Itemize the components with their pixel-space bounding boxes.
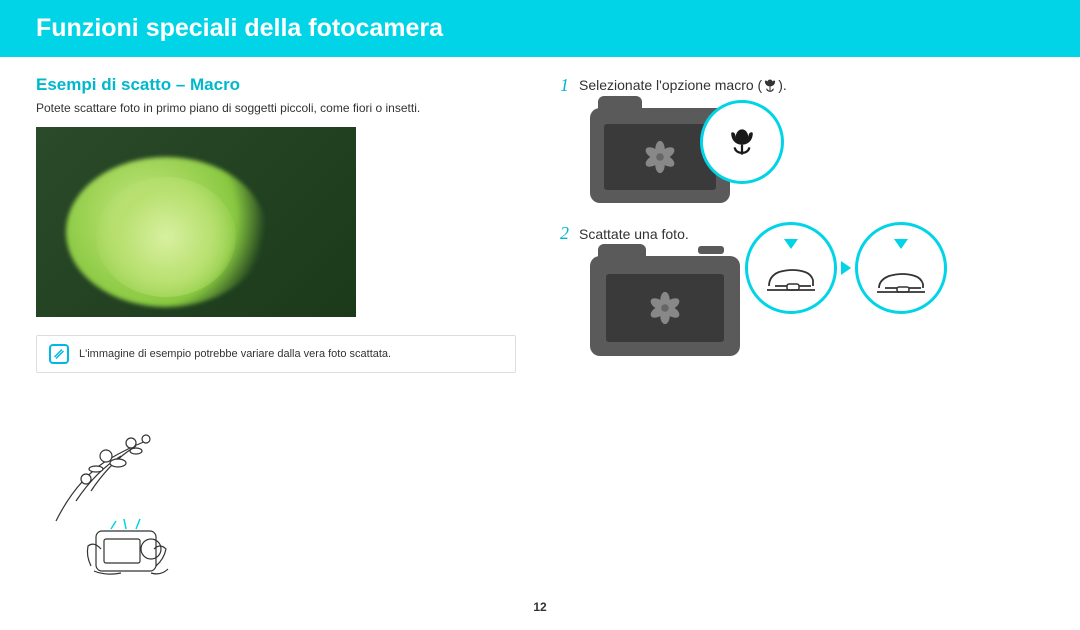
right-column: 1 Selezionate l'opzione macro (). bbox=[560, 75, 1044, 581]
press-sequence bbox=[745, 222, 947, 314]
tulip-icon bbox=[762, 78, 778, 94]
left-column: Esempi di scatto – Macro Potete scattare… bbox=[36, 75, 520, 581]
macro-badge bbox=[700, 100, 784, 184]
sketch-illustration bbox=[36, 401, 236, 581]
step-1-line: 1 Selezionate l'opzione macro (). bbox=[560, 75, 1044, 96]
step-1-number: 1 bbox=[560, 75, 569, 96]
camera-icon bbox=[590, 256, 740, 356]
step-2-text: Scattate una foto. bbox=[579, 226, 689, 242]
step-2-diagram bbox=[590, 256, 1044, 356]
finger-icon bbox=[871, 256, 931, 296]
page-number: 12 bbox=[533, 600, 546, 614]
step-1-text: Selezionate l'opzione macro (). bbox=[579, 77, 787, 94]
note-icon bbox=[49, 344, 69, 364]
step-1-diagram bbox=[590, 108, 1044, 203]
page-header: Funzioni speciali della fotocamera bbox=[0, 0, 1080, 57]
flower-icon bbox=[641, 138, 679, 176]
tulip-icon bbox=[724, 124, 760, 160]
step-1: 1 Selezionate l'opzione macro (). bbox=[560, 75, 1044, 203]
step-2: 2 Scattate una foto. bbox=[560, 223, 1044, 356]
camera-screen bbox=[604, 124, 716, 190]
finger-icon bbox=[761, 256, 821, 296]
arrow-down-icon bbox=[894, 239, 908, 249]
note-text: L'immagine di esempio potrebbe variare d… bbox=[79, 348, 391, 360]
note-box: L'immagine di esempio potrebbe variare d… bbox=[36, 335, 516, 373]
arrow-down-icon bbox=[784, 239, 798, 249]
step-2-number: 2 bbox=[560, 223, 569, 244]
half-press-icon bbox=[745, 222, 837, 314]
arrow-right-icon bbox=[841, 261, 851, 275]
section-description: Potete scattare foto in primo piano di s… bbox=[36, 101, 520, 115]
content-area: Esempi di scatto – Macro Potete scattare… bbox=[0, 57, 1080, 581]
section-subtitle: Esempi di scatto – Macro bbox=[36, 75, 520, 95]
full-press-icon bbox=[855, 222, 947, 314]
page-title: Funzioni speciali della fotocamera bbox=[36, 14, 1044, 43]
example-photo bbox=[36, 127, 356, 317]
camera-screen bbox=[606, 274, 724, 342]
flower-icon bbox=[646, 289, 684, 327]
